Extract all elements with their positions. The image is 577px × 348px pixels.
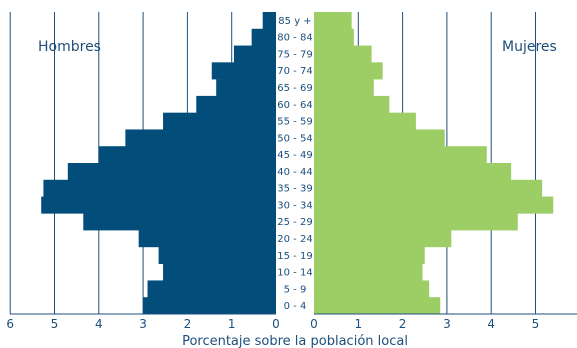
bar-hombres [163, 112, 276, 130]
age-group-label: 55 - 59 [277, 117, 312, 128]
bar-mujeres [314, 146, 487, 164]
age-group-label: 75 - 79 [277, 49, 312, 60]
age-group-label: 85 y + [278, 16, 311, 27]
bar-mujeres [314, 230, 452, 248]
age-group-label: 40 - 44 [277, 167, 312, 178]
bar-hombres [233, 45, 276, 63]
age-group-label: 0 - 4 [284, 301, 307, 312]
x-tick-label: 4 [95, 317, 103, 331]
x-tick-label: 0 [272, 317, 280, 331]
x-tick-label: 2 [399, 317, 407, 331]
bar-mujeres [314, 179, 543, 197]
bar-hombres [41, 196, 277, 214]
bar-mujeres [314, 129, 445, 147]
bar-hombres [196, 95, 276, 113]
age-group-label: 20 - 24 [277, 234, 312, 245]
bar-mujeres [314, 79, 374, 97]
bar-mujeres [314, 95, 390, 113]
bar-mujeres [314, 112, 416, 130]
x-tick-label: 4 [487, 317, 495, 331]
x-tick-label: 2 [184, 317, 192, 331]
age-group-label: 70 - 74 [277, 66, 312, 77]
bar-mujeres [314, 280, 430, 298]
bar-mujeres [314, 163, 512, 181]
bar-mujeres [314, 297, 441, 315]
bar-mujeres [314, 246, 425, 264]
age-group-label: 35 - 39 [277, 184, 312, 195]
bar-hombres [143, 297, 276, 315]
x-tick-label: 3 [139, 317, 147, 331]
age-group-label: 15 - 19 [277, 251, 312, 262]
bar-hombres [211, 62, 276, 80]
bar-mujeres [314, 213, 518, 231]
x-tick-label: 1 [354, 317, 362, 331]
bar-hombres [83, 213, 276, 231]
age-group-label: 80 - 84 [277, 33, 312, 44]
bar-mujeres [314, 62, 383, 80]
age-group-label: 25 - 29 [277, 217, 312, 228]
age-group-label: 65 - 69 [277, 83, 312, 94]
x-tick-label: 1 [228, 317, 236, 331]
x-tick-label: 6 [6, 317, 14, 331]
bars-group [41, 12, 554, 315]
age-group-label: 50 - 54 [277, 133, 312, 144]
x-tick-labels: 6 5 4 3 2 1 0 0 1 2 3 4 5 [6, 317, 539, 331]
age-group-label: 60 - 64 [277, 100, 312, 111]
x-tick-label: 0 [310, 317, 318, 331]
left-series-label: Hombres [38, 39, 101, 55]
bar-hombres [43, 179, 276, 197]
bar-hombres [251, 28, 276, 46]
bar-hombres [98, 146, 276, 164]
x-tick-label: 5 [532, 317, 540, 331]
bar-hombres [67, 163, 276, 181]
bar-mujeres [314, 12, 352, 30]
bar-mujeres [314, 45, 372, 63]
bar-mujeres [314, 28, 354, 46]
bar-hombres [158, 246, 276, 264]
x-tick-label: 5 [51, 317, 59, 331]
bar-hombres [147, 280, 276, 298]
bar-mujeres [314, 196, 554, 214]
right-series-label: Mujeres [502, 39, 557, 55]
x-axis-label: Porcentaje sobre la población local [182, 334, 408, 348]
age-group-label: 30 - 34 [277, 200, 312, 211]
age-labels: 0 - 4 5 - 9 10 - 14 15 - 19 20 - 24 25 - 29 30… [277, 16, 312, 312]
bar-mujeres [314, 263, 423, 281]
bar-hombres [216, 79, 276, 97]
bar-hombres [262, 12, 276, 30]
age-group-label: 10 - 14 [277, 268, 312, 279]
bar-hombres [125, 129, 276, 147]
bar-hombres [163, 263, 276, 281]
age-group-label: 5 - 9 [284, 284, 307, 295]
age-group-label: 45 - 49 [277, 150, 312, 161]
x-tick-label: 3 [443, 317, 451, 331]
bar-hombres [138, 230, 276, 248]
